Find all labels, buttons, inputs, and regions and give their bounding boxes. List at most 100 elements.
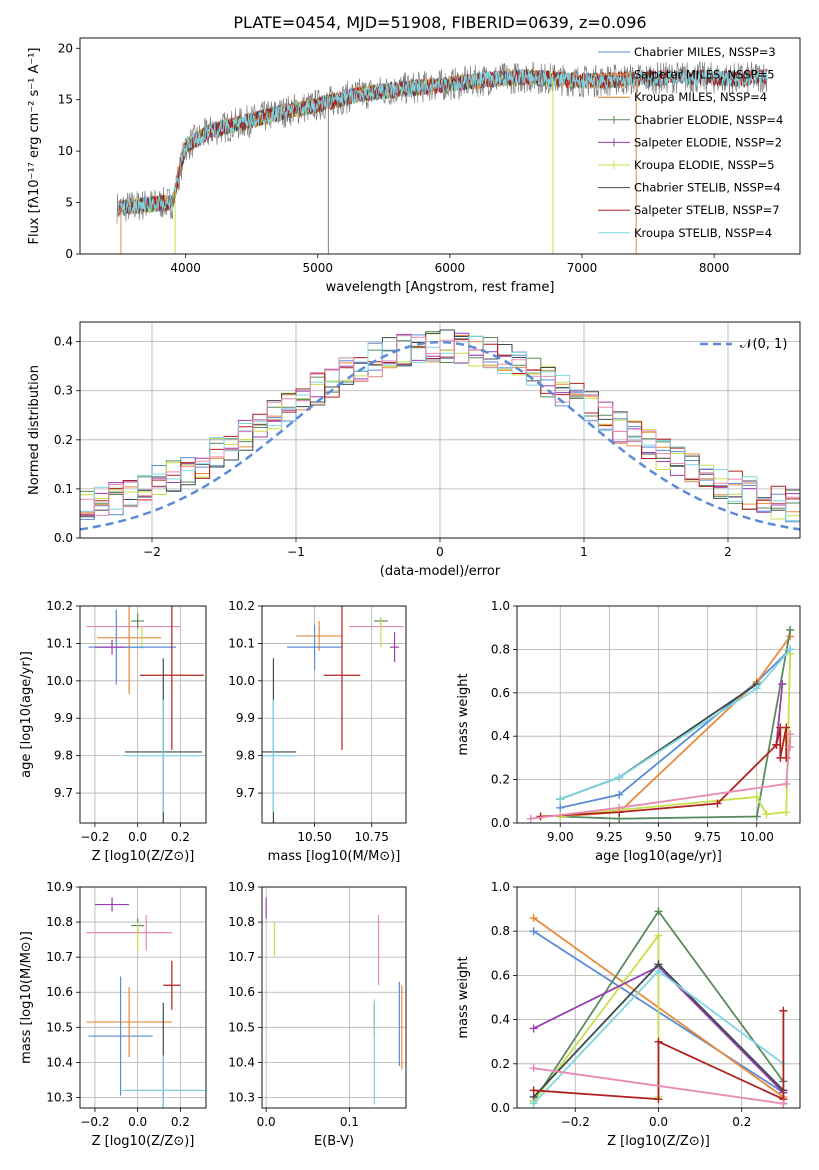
x-axis-label: mass [log10(M/M⊙)]	[268, 849, 401, 864]
y-axis-label: Flux [fλ10⁻¹⁷ erg cm⁻² s⁻¹ A⁻¹]	[27, 48, 42, 245]
axes-frame	[261, 886, 407, 1109]
y-axis-label: mass weight	[456, 673, 471, 755]
data-point	[88, 976, 153, 1096]
weight-series-marker	[752, 812, 761, 821]
legend-label: Chabrier MILES, NSSP=3	[634, 45, 776, 59]
y-tick-label: 10.2	[228, 599, 255, 613]
weight-series-marker	[654, 931, 663, 940]
plot-area	[265, 897, 403, 1105]
x-axis-label: Z [log10(Z/Z⊙)]	[92, 1134, 195, 1149]
axes-frame	[516, 886, 801, 1109]
weight-series-line	[533, 1067, 784, 1105]
y-tick-label: 10.0	[228, 674, 255, 688]
data-point	[296, 620, 342, 651]
y-tick-label: 15	[58, 93, 73, 107]
weight-series-line	[560, 648, 791, 809]
chart-age_vs_Z: −0.2 0.0 0.2 9.7 9.8 9.9 10.0 10.1 10.2 Z [log10(…	[19, 599, 207, 864]
x-tick-label: 9.75	[694, 830, 721, 844]
y-tick-label: 5	[65, 196, 73, 210]
chart-mass_vs_Z: −0.2 0.0 0.2 10.3 10.4 10.5 10.6 10.7 10.8 10.9 Z …	[19, 880, 207, 1149]
weight-series-marker	[782, 808, 791, 817]
x-tick-label: 9.25	[596, 830, 623, 844]
weight-series-marker	[556, 795, 565, 804]
x-tick-label: −0.2	[561, 1115, 590, 1129]
weight-series-marker	[772, 740, 781, 749]
plot-area	[80, 329, 800, 531]
weight-series-marker	[782, 779, 791, 788]
x-axis-label: wavelength [Angstrom, rest frame]	[326, 280, 555, 295]
weight-series-line	[559, 648, 791, 800]
data-point	[139, 606, 204, 751]
x-tick-label: 9.50	[645, 830, 672, 844]
legend-label: Kroupa MILES, NSSP=4	[634, 90, 767, 104]
weight-series-line	[775, 684, 784, 745]
y-tick-label: 9.9	[54, 711, 73, 725]
weight-series-line	[560, 629, 792, 820]
histogram-series	[80, 329, 800, 518]
x-tick-label: 9.00	[547, 830, 574, 844]
plot-area	[86, 606, 204, 823]
x-tick-label: 0.1	[340, 1115, 359, 1129]
y-tick-label: 0.4	[491, 1013, 510, 1027]
weight-series-marker	[778, 680, 787, 689]
x-axis-label: Z [log10(Z/Z⊙)]	[607, 1134, 710, 1149]
weight-series-line	[533, 1010, 785, 1104]
y-tick-label: 10.1	[228, 636, 255, 650]
axes-frame	[79, 605, 207, 824]
weight-series-marker	[782, 723, 791, 732]
x-tick-label: −2	[143, 545, 161, 559]
x-tick-label: 10.50	[297, 830, 331, 844]
weight-series-marker	[526, 814, 535, 823]
axes-frame	[516, 605, 801, 824]
y-tick-label: 0.4	[54, 335, 73, 349]
weight-series-marker	[529, 1064, 538, 1073]
y-tick-label: 10.2	[46, 599, 73, 613]
y-axis-label: mass weight	[456, 956, 471, 1038]
y-tick-label: 0.0	[491, 1101, 510, 1115]
y-tick-label: 0.2	[491, 773, 510, 787]
plot-area	[262, 606, 404, 823]
weight-series-marker	[529, 1099, 538, 1108]
weight-series-line	[560, 653, 792, 818]
y-tick-label: 10.0	[46, 674, 73, 688]
y-tick-label: 10.5	[228, 1020, 255, 1034]
legend-label: 𝒩(0, 1)	[740, 337, 787, 352]
data-point	[131, 613, 145, 629]
y-tick-label: 10.5	[46, 1020, 73, 1034]
chart-spectrum: 4000 5000 6000 7000 8000 0 5 10 15 20 wavelength […	[27, 37, 801, 295]
y-tick-label: 20	[58, 41, 73, 55]
x-tick-label: 4000	[170, 261, 201, 275]
weight-series-marker	[556, 812, 565, 821]
y-tick-label: 0.0	[54, 531, 73, 545]
data-point	[94, 897, 130, 912]
data-point	[262, 699, 297, 812]
x-axis-label: E(B-V)	[314, 1134, 354, 1149]
weight-series-marker	[654, 966, 663, 975]
weight-series-marker	[529, 927, 538, 936]
x-tick-label: 0.0	[257, 1115, 276, 1129]
x-tick-label: 5000	[303, 261, 334, 275]
x-tick-label: 0.0	[649, 1115, 668, 1129]
axes-frame	[79, 37, 801, 255]
x-tick-label: 1	[580, 545, 588, 559]
y-tick-label: 0.2	[54, 433, 73, 447]
data-point	[390, 632, 400, 663]
y-tick-label: 0.0	[491, 816, 510, 830]
x-tick-label: 0.2	[171, 830, 190, 844]
y-tick-label: 10.3	[228, 1090, 255, 1104]
weight-series-line	[540, 727, 788, 818]
weight-series-marker	[654, 1037, 663, 1046]
x-tick-label: 2	[724, 545, 732, 559]
data-point	[323, 606, 361, 751]
plot-area	[529, 907, 788, 1108]
chart-mass_vs_ebv: 0.0 0.1 10.3 10.4 10.5 10.6 10.7 10.8 10.9 E(B-V)	[228, 880, 407, 1149]
plot-area	[86, 897, 206, 1108]
y-tick-label: 0.3	[54, 384, 73, 398]
x-tick-label: 0.2	[171, 1115, 190, 1129]
y-tick-label: 0.8	[491, 924, 510, 938]
weight-series-marker	[752, 684, 761, 693]
weight-series-marker	[615, 790, 624, 799]
axes-frame	[79, 321, 801, 539]
legend-label: Salpeter MILES, NSSP=5	[634, 68, 775, 82]
